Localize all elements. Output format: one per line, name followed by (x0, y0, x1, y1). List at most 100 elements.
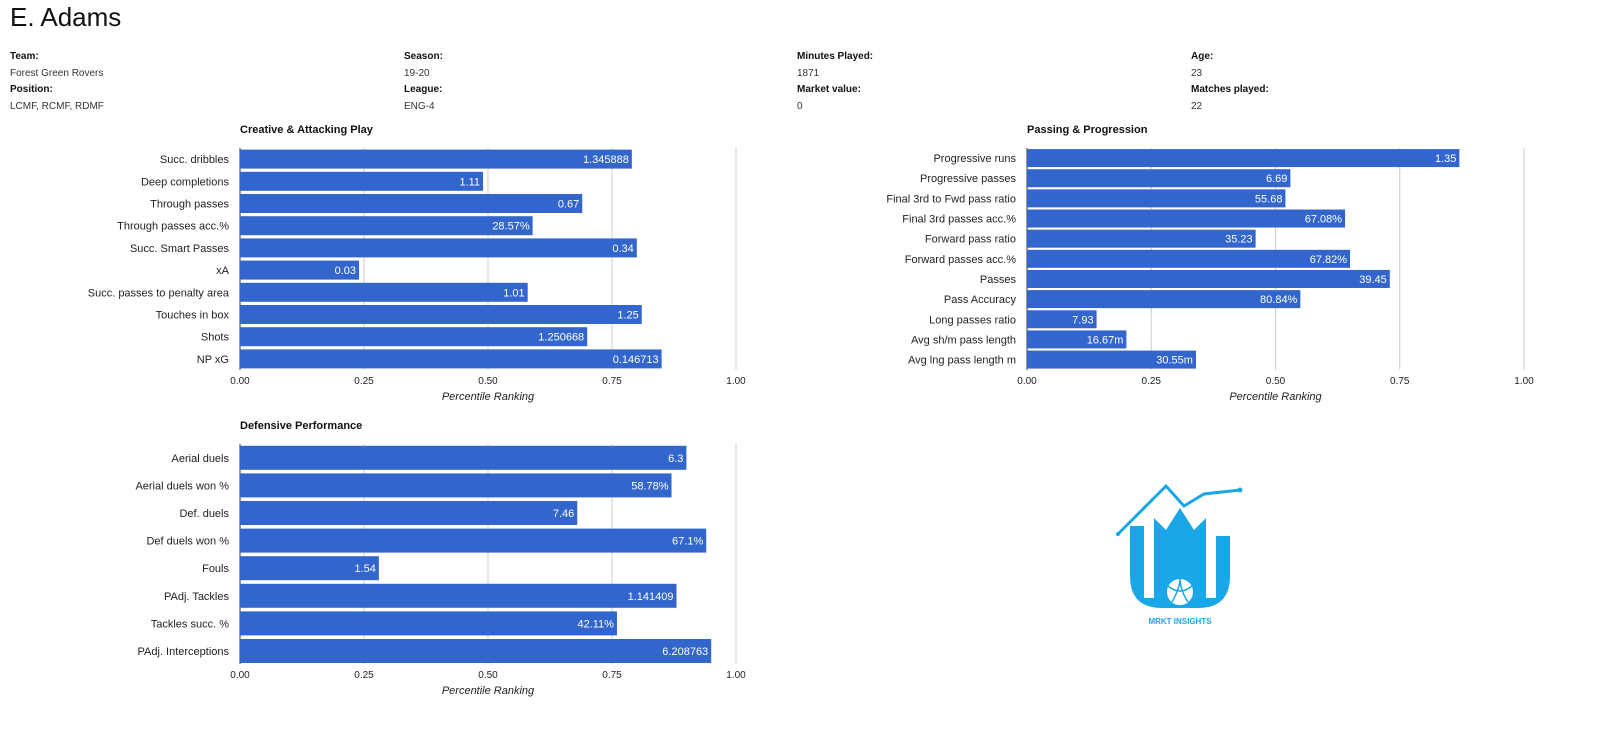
data-label: 28.57% (492, 221, 530, 233)
data-label: 6.69 (1266, 173, 1287, 185)
data-label: 39.45 (1359, 274, 1387, 286)
bar (240, 282, 528, 302)
age-label: Age: (1191, 51, 1214, 62)
info-column-minutes: Minutes Played: 1871 Market value: 0 (797, 49, 873, 115)
tick-label: 0.00 (230, 670, 250, 681)
bar (240, 501, 578, 525)
season-label: Season: (404, 51, 443, 62)
category-label: Passes (980, 274, 1017, 286)
data-label: 42.11% (577, 618, 614, 630)
category-label: Avg sh/m pass length (911, 334, 1016, 346)
category-label: Aerial duels (172, 453, 230, 465)
category-label: Def. duels (179, 508, 229, 520)
position-value: LCMF, RCMF, RDMF (10, 100, 104, 112)
data-label: 1.11 (459, 176, 480, 188)
bar (240, 194, 583, 213)
category-label: Tackles succ. % (151, 618, 229, 630)
bar (240, 445, 687, 470)
data-label: 1.54 (354, 563, 375, 575)
market-value-label: Market value: (797, 84, 861, 95)
bar (1027, 229, 1256, 248)
category-label: Final 3rd to Fwd pass ratio (886, 193, 1016, 205)
matches-label: Matches played: (1191, 84, 1269, 95)
minutes-value: 1871 (797, 67, 820, 79)
data-label: 80.84% (1260, 294, 1298, 306)
category-label: Through passes (150, 199, 229, 211)
bar (1027, 310, 1097, 329)
data-label: 67.1% (672, 536, 703, 548)
tick-label: 0.50 (478, 376, 498, 387)
bar (1027, 209, 1346, 228)
data-label: 0.146713 (613, 354, 659, 366)
bar (240, 260, 360, 280)
player-name: E. Adams (10, 2, 122, 32)
category-label: Succ. Smart Passes (130, 243, 230, 255)
chart-title: Defensive Performance (240, 420, 362, 432)
chart-defensive-performance: Defensive Performance Aerial duels 6.3 Aeri… (135, 420, 746, 697)
data-label: 67.82% (1310, 254, 1348, 266)
category-label: Succ. passes to penalty area (88, 287, 230, 299)
tick-label: 0.75 (1390, 376, 1410, 387)
league-value: ENG-4 (404, 100, 435, 112)
data-label: 7.46 (553, 508, 574, 520)
category-label: Aerial duels won % (135, 480, 229, 492)
bar (240, 639, 712, 663)
category-label: Through passes acc.% (117, 221, 229, 233)
bar (240, 349, 662, 369)
category-label: Progressive passes (920, 173, 1016, 185)
data-label: 1.345888 (583, 154, 629, 166)
tick-label: 0.25 (354, 376, 374, 387)
tick-label: 1.00 (726, 376, 746, 387)
data-label: 30.55m (1156, 355, 1193, 367)
data-label: 0.03 (335, 265, 356, 277)
tick-label: 0.75 (602, 670, 622, 681)
x-axis-label: Percentile Ranking (442, 391, 535, 403)
tick-label: 0.00 (230, 376, 250, 387)
league-label: League: (404, 84, 443, 95)
data-label: 55.68 (1255, 193, 1283, 205)
bar (240, 216, 533, 236)
bar (240, 583, 677, 608)
age-value: 23 (1191, 67, 1203, 79)
bar (1027, 269, 1390, 288)
category-label: Avg lng pass length m (908, 355, 1016, 367)
tick-label: 0.00 (1017, 376, 1037, 387)
category-label: Forward pass ratio (925, 234, 1016, 246)
category-label: Fouls (202, 563, 229, 575)
bar (240, 305, 642, 324)
data-label: 1.35 (1435, 153, 1456, 165)
team-label: Team: (10, 51, 39, 62)
data-label: 67.08% (1305, 214, 1343, 226)
bar (1027, 330, 1127, 349)
bar (240, 327, 588, 347)
bar (240, 171, 484, 191)
brand-logo: MRKT INSIGHTS (1110, 478, 1250, 628)
category-label: Shots (201, 332, 230, 344)
data-label: 6.208763 (662, 646, 708, 658)
category-label: Long passes ratio (929, 314, 1016, 326)
tick-label: 0.25 (1142, 376, 1162, 387)
x-axis-label: Percentile Ranking (1229, 391, 1322, 403)
info-column-age: Age: 23 Matches played: 22 (1191, 49, 1269, 115)
bar (240, 611, 617, 636)
data-label: 35.23 (1225, 234, 1253, 246)
tick-label: 1.00 (1514, 376, 1534, 387)
bar (240, 149, 632, 169)
category-label: Touches in box (156, 310, 230, 322)
tick-label: 0.50 (1266, 376, 1286, 387)
chart-creative-attacking: Creative & Attacking Play Succ. dribbles 1… (88, 124, 746, 403)
data-label: 58.78% (631, 480, 669, 492)
category-label: PAdj. Interceptions (137, 646, 229, 658)
logo-text: MRKT INSIGHTS (1148, 617, 1212, 626)
tick-label: 0.25 (354, 670, 374, 681)
data-label: 7.93 (1072, 314, 1093, 326)
minutes-label: Minutes Played: (797, 51, 874, 62)
info-column-team: Team: Forest Green Rovers Position: LCMF… (10, 49, 104, 115)
info-column-season: Season: 19-20 League: ENG-4 (404, 49, 443, 115)
category-label: Succ. dribbles (160, 154, 230, 166)
data-label: 0.67 (558, 199, 579, 211)
data-label: 16.67m (1087, 334, 1124, 346)
bar (1027, 149, 1460, 168)
x-axis-label: Percentile Ranking (442, 685, 535, 697)
category-label: Forward passes acc.% (905, 254, 1016, 266)
